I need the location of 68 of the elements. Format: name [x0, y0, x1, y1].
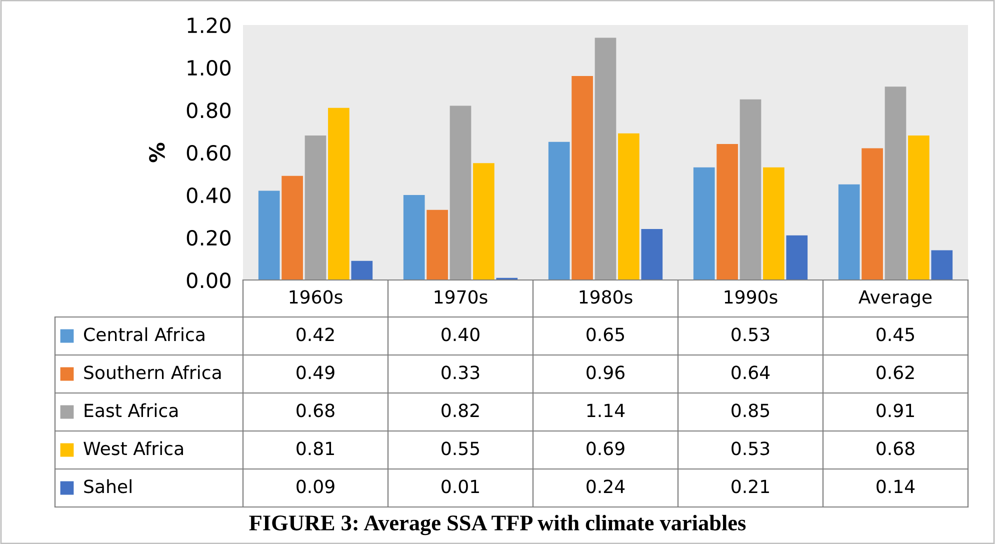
- bar: [693, 167, 715, 280]
- bar: [304, 136, 326, 280]
- legend-label: Central Africa: [84, 327, 204, 342]
- data-label: 0.62: [876, 366, 914, 380]
- data-label: 0.45: [876, 328, 914, 342]
- y-tick-label: 1.00: [188, 60, 231, 76]
- x-tick-label: 1980s: [580, 290, 632, 304]
- data-label: 0.65: [586, 328, 624, 342]
- bar: [838, 184, 860, 280]
- bar: [884, 86, 906, 280]
- bar: [351, 260, 373, 280]
- bar: [328, 108, 350, 280]
- bar: [763, 167, 784, 280]
- legend-label: West Africa: [84, 441, 183, 456]
- data-label: 1.14: [587, 404, 625, 417]
- y-tick-label: 1.20: [188, 17, 231, 34]
- data-label: 0.09: [296, 480, 334, 494]
- bar: [594, 38, 616, 280]
- data-label: 0.40: [442, 328, 480, 342]
- data-label: 0.21: [732, 480, 769, 494]
- data-label: 0.85: [732, 404, 770, 418]
- bar: [931, 250, 953, 280]
- data-label: 0.24: [586, 480, 625, 494]
- text: FIGURE 3: Average SSA TFP with climate variables: [249, 514, 746, 536]
- data-label: 0.33: [442, 366, 480, 380]
- bar: [548, 142, 570, 280]
- y-tick-label: 0.00: [186, 272, 231, 288]
- bar: [426, 210, 448, 280]
- data-label: 0.68: [876, 442, 914, 456]
- data-label: 0.01: [442, 480, 479, 494]
- bar: [282, 176, 303, 280]
- bar: [908, 136, 930, 280]
- bar: [258, 190, 280, 280]
- data-label: 0.42: [296, 328, 334, 342]
- data-label: 0.49: [296, 366, 334, 380]
- bar: [403, 195, 425, 280]
- data-label: 0.81: [296, 442, 334, 456]
- data-label: 0.68: [296, 404, 334, 418]
- legend-label: East Africa: [84, 403, 178, 418]
- data-label: 0.53: [732, 442, 770, 456]
- legend-label: Sahel: [84, 479, 132, 494]
- data-label: 0.55: [442, 442, 480, 456]
- x-tick-label: 1970s: [434, 290, 488, 304]
- y-tick-label: 0.60: [186, 144, 231, 161]
- x-tick-label: Average: [858, 290, 932, 308]
- bar: [716, 144, 738, 280]
- y-tick-label: 0.80: [186, 102, 231, 118]
- y-tick-label: 0.20: [186, 230, 231, 246]
- legend-label: Southern Africa: [84, 365, 221, 380]
- bar: [473, 163, 494, 280]
- data-label: 0.96: [586, 366, 624, 380]
- y-tick-label: 0.40: [186, 187, 231, 204]
- bar: [450, 106, 472, 280]
- data-label: 0.69: [586, 442, 624, 456]
- bar: [572, 76, 593, 280]
- data-label: 0.14: [876, 480, 915, 494]
- y-axis-title: %: [149, 142, 165, 162]
- data-label: 0.82: [442, 404, 479, 418]
- bar: [740, 99, 762, 280]
- data-label: 0.64: [732, 366, 770, 380]
- bar: [862, 148, 883, 280]
- x-tick-label: 1960s: [290, 290, 342, 304]
- bar: [618, 133, 640, 280]
- bar: [641, 229, 663, 280]
- bar: [786, 235, 808, 280]
- data-label: 0.91: [876, 404, 914, 418]
- x-tick-label: 1990s: [724, 290, 778, 304]
- data-label: 0.53: [732, 328, 770, 342]
